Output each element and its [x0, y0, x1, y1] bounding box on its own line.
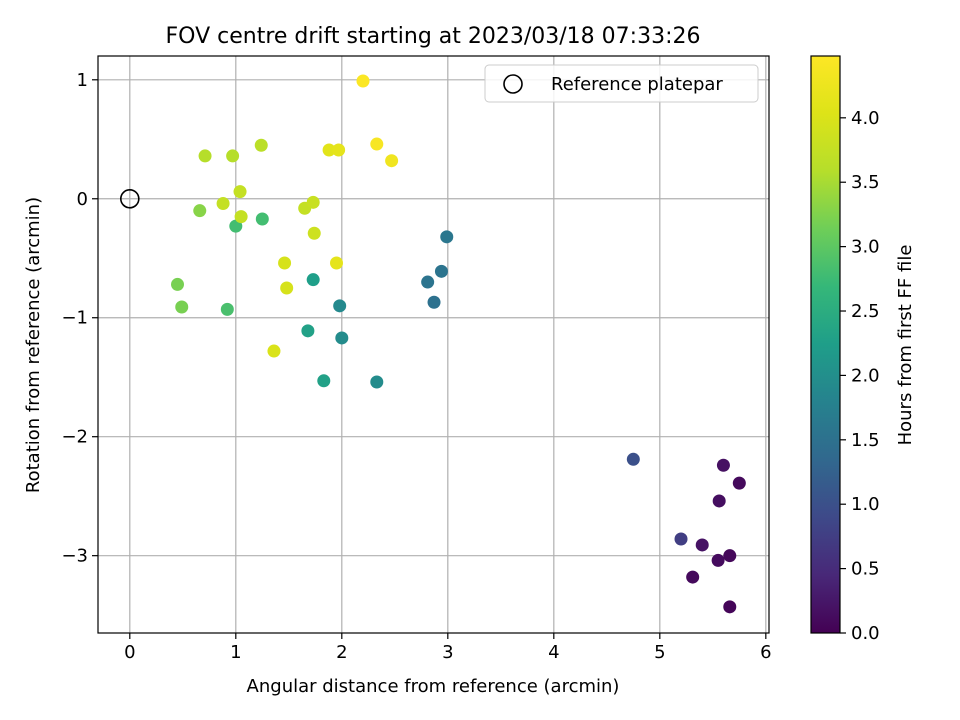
scatter-point [711, 553, 725, 567]
colorbar-tick-label: 1.0 [851, 494, 880, 515]
x-axis-label: Angular distance from reference (arcmin) [247, 676, 620, 697]
scatter-point [233, 185, 247, 199]
scatter-point [306, 195, 320, 209]
y-axis-label: Rotation from reference (arcmin) [23, 197, 44, 493]
scatter-point [385, 154, 399, 168]
plot-frame [97, 55, 770, 634]
x-axis-ticks: 0 1 2 3 4 5 6 [124, 633, 772, 663]
scatter-point [229, 219, 243, 233]
scatter-point [171, 277, 185, 291]
colorbar-tick-label: 2.0 [851, 365, 880, 386]
y-tick-label: −2 [61, 427, 88, 448]
scatter-point [440, 230, 454, 244]
y-axis-ticks: −3 −2 −1 0 1 [61, 70, 98, 567]
scatter-point [234, 210, 248, 224]
scatter-point [674, 532, 688, 546]
scatter-point [427, 295, 441, 309]
scatter-point [322, 143, 336, 157]
colorbar [810, 55, 841, 634]
legend-entry-reference: Reference platepar [551, 74, 723, 95]
scatter-point [370, 137, 384, 151]
scatter-points [171, 74, 746, 614]
scatter-point [723, 549, 737, 563]
scatter-point [335, 331, 349, 345]
scatter-point [193, 204, 207, 218]
scatter-point [317, 374, 331, 388]
x-tick-label: 6 [760, 642, 771, 663]
x-tick-label: 3 [442, 642, 453, 663]
colorbar-tick-label: 3.5 [851, 172, 880, 193]
x-tick-label: 5 [654, 642, 665, 663]
x-tick-label: 1 [230, 642, 241, 663]
scatter-point [216, 197, 230, 211]
scatter-point [198, 149, 212, 163]
x-tick-label: 4 [548, 642, 559, 663]
scatter-point [267, 344, 281, 358]
scatter-point [695, 538, 709, 552]
colorbar-tick-label: 2.5 [851, 301, 880, 322]
y-tick-label: 0 [77, 189, 88, 210]
colorbar-tick-label: 3.0 [851, 237, 880, 258]
chart-title: FOV centre drift starting at 2023/03/18 … [166, 24, 701, 49]
scatter-point [175, 300, 189, 314]
scatter-point [307, 226, 321, 240]
reference-platepar-marker [120, 188, 140, 209]
scatter-point [732, 476, 746, 490]
legend: Reference platepar [484, 64, 759, 103]
scatter-point [716, 458, 730, 472]
scatter-point [301, 324, 315, 338]
scatter-point [723, 600, 737, 614]
colorbar-tick-label: 1.5 [851, 430, 880, 451]
scatter-point [370, 375, 384, 389]
scatter-point [332, 143, 346, 157]
scatter-point [278, 256, 292, 270]
y-tick-label: 1 [77, 70, 88, 91]
scatter-point [220, 302, 234, 316]
scatter-point [226, 149, 240, 163]
legend-box [484, 64, 759, 103]
colorbar-tick-label: 4.0 [851, 108, 880, 129]
scatter-point [686, 570, 700, 584]
scatter-point [434, 264, 448, 278]
scatter-point [712, 494, 726, 508]
scatter-point [254, 138, 268, 152]
scatter-point [333, 299, 347, 313]
colorbar-ticks: 0.0 0.5 1.0 1.5 2.0 2.5 3.0 3.5 4.0 [840, 108, 880, 644]
scatter-point [255, 212, 269, 226]
scatter-point [306, 273, 320, 287]
scatter-point [330, 256, 344, 270]
scatter-point [626, 452, 640, 466]
colorbar-tick-label: 0.5 [851, 559, 880, 580]
colorbar-label: Hours from first FF file [895, 245, 916, 446]
y-tick-label: −1 [61, 308, 88, 329]
x-tick-label: 2 [336, 642, 347, 663]
scatter-point [280, 281, 294, 295]
y-tick-label: −3 [61, 546, 88, 567]
scatter-point [356, 74, 370, 88]
scatter-point [421, 275, 435, 289]
colorbar-tick-label: 0.0 [851, 623, 880, 644]
legend-reference-marker [503, 74, 523, 94]
x-tick-label: 0 [124, 642, 135, 663]
